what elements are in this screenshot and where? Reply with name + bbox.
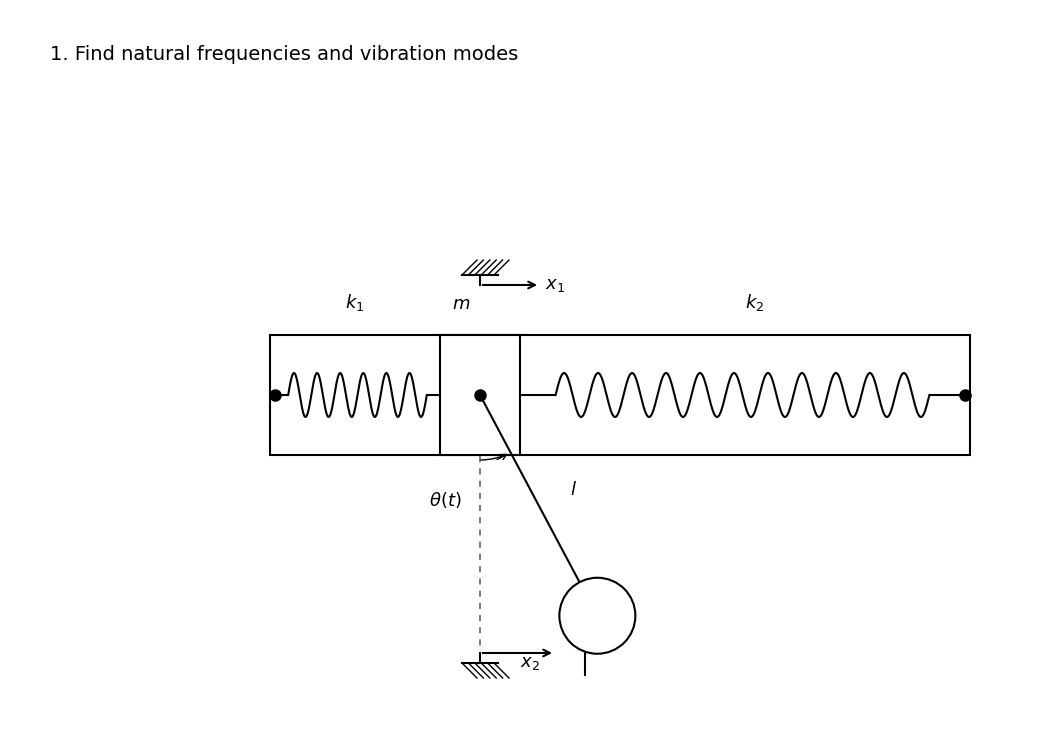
Bar [440,335,520,455]
Text: $\theta(t)$: $\theta(t)$ [429,490,461,510]
Text: 1. Find natural frequencies and vibration modes: 1. Find natural frequencies and vibratio… [50,45,518,64]
Text: $k_2$: $k_2$ [746,292,765,313]
Text: $x_2$: $x_2$ [520,654,540,672]
Text: $l$: $l$ [570,481,577,499]
Bar [270,335,970,455]
Text: $m_2$: $m_2$ [585,606,611,625]
Text: $k_1$: $k_1$ [345,292,365,313]
Text: $m$: $m$ [452,295,471,313]
Circle shape [560,578,635,653]
Text: $x_1$: $x_1$ [545,276,565,294]
